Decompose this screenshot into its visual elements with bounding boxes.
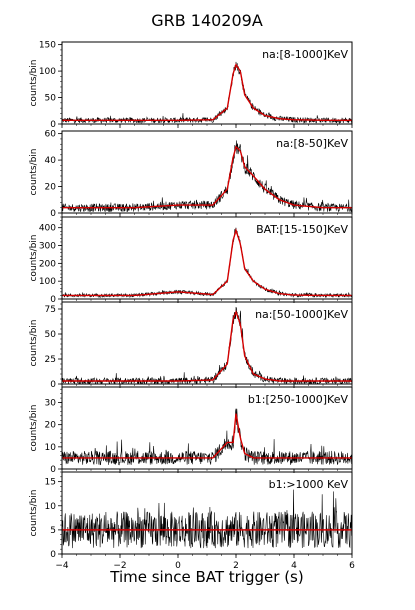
y-tick-label: 50 bbox=[45, 330, 57, 340]
band-label: na:[50-1000]KeV bbox=[255, 308, 348, 321]
panels-group: 050100150counts/binna:[8-1000]KeV0204060… bbox=[29, 41, 353, 560]
y-tick-label: 10 bbox=[45, 502, 57, 512]
chart-title: GRB 140209A bbox=[151, 11, 263, 30]
y-tick-label: 40 bbox=[45, 156, 57, 166]
data-curve bbox=[62, 408, 352, 466]
y-tick-label: 20 bbox=[45, 421, 57, 431]
band-label: na:[8-1000]KeV bbox=[262, 48, 348, 61]
y-tick-label: 50 bbox=[45, 94, 57, 104]
band-label: b1:[250-1000]KeV bbox=[248, 393, 349, 406]
panel-5: 0 10 20 30 counts/bin b1:[250-1000]KeV bbox=[29, 386, 353, 475]
band-label: BAT:[15-150]KeV bbox=[256, 223, 348, 236]
panel-4: 0 25 50 75 counts/bin na:[50-1000]KeV bbox=[29, 301, 353, 390]
y-tick-label: 25 bbox=[45, 355, 56, 365]
x-tick-label: −2 bbox=[113, 561, 126, 571]
y-axis-label: counts/bin bbox=[29, 404, 39, 451]
x-tick-label: 4 bbox=[291, 561, 297, 571]
model-curve bbox=[62, 310, 352, 382]
x-tick-label: 2 bbox=[233, 561, 239, 571]
y-tick-label: 75 bbox=[45, 305, 56, 315]
y-axis-label: counts/bin bbox=[29, 148, 39, 195]
band-label: b1:>1000 KeV bbox=[269, 478, 349, 491]
y-tick-label: 60 bbox=[45, 130, 57, 140]
y-tick-label: 200 bbox=[39, 259, 56, 269]
y-tick-label: 0 bbox=[50, 465, 56, 475]
y-tick-label: 5 bbox=[50, 526, 56, 536]
y-tick-label: 150 bbox=[39, 41, 56, 51]
y-tick-label: 30 bbox=[45, 399, 57, 409]
model-curve bbox=[62, 145, 352, 209]
y-axis-label: counts/bin bbox=[29, 489, 39, 536]
panel-6: 0 5 10 15 counts/bin b1:>1000 KeV bbox=[29, 471, 353, 560]
model-curve bbox=[62, 228, 352, 297]
y-tick-label: 0 bbox=[50, 295, 56, 305]
y-tick-label: 0 bbox=[50, 209, 56, 219]
y-tick-label: 400 bbox=[39, 224, 56, 234]
band-label: na:[8-50]KeV bbox=[276, 137, 348, 150]
y-tick-label: 20 bbox=[45, 183, 57, 193]
x-axis-label: Time since BAT trigger (s) bbox=[109, 568, 303, 586]
y-tick-label: 10 bbox=[45, 443, 57, 453]
panel-2: 0 20 40 60 counts/bin na:[8-50]KeV bbox=[29, 130, 353, 219]
y-tick-label: 100 bbox=[39, 277, 56, 287]
y-tick-label: 100 bbox=[39, 67, 56, 77]
y-tick-label: 0 bbox=[50, 120, 56, 130]
data-curve bbox=[62, 140, 352, 213]
y-tick-label: 15 bbox=[45, 478, 56, 488]
y-axis-label: counts/bin bbox=[29, 59, 39, 106]
y-tick-label: 0 bbox=[50, 550, 56, 560]
model-curve bbox=[62, 63, 352, 122]
y-tick-label: 0 bbox=[50, 380, 56, 390]
y-axis-label: counts/bin bbox=[29, 319, 39, 366]
y-tick-label: 300 bbox=[39, 242, 56, 252]
x-tick-label: 6 bbox=[349, 561, 355, 571]
model-curve bbox=[62, 413, 352, 459]
data-curve bbox=[62, 61, 352, 124]
y-axis-label: counts/bin bbox=[29, 234, 39, 281]
x-tick-label: 0 bbox=[175, 561, 181, 571]
x-axis: −4 −2 0 2 4 6 bbox=[55, 561, 355, 571]
x-tick-label: −4 bbox=[55, 561, 69, 571]
data-curve bbox=[62, 489, 352, 549]
data-curve bbox=[62, 227, 352, 299]
